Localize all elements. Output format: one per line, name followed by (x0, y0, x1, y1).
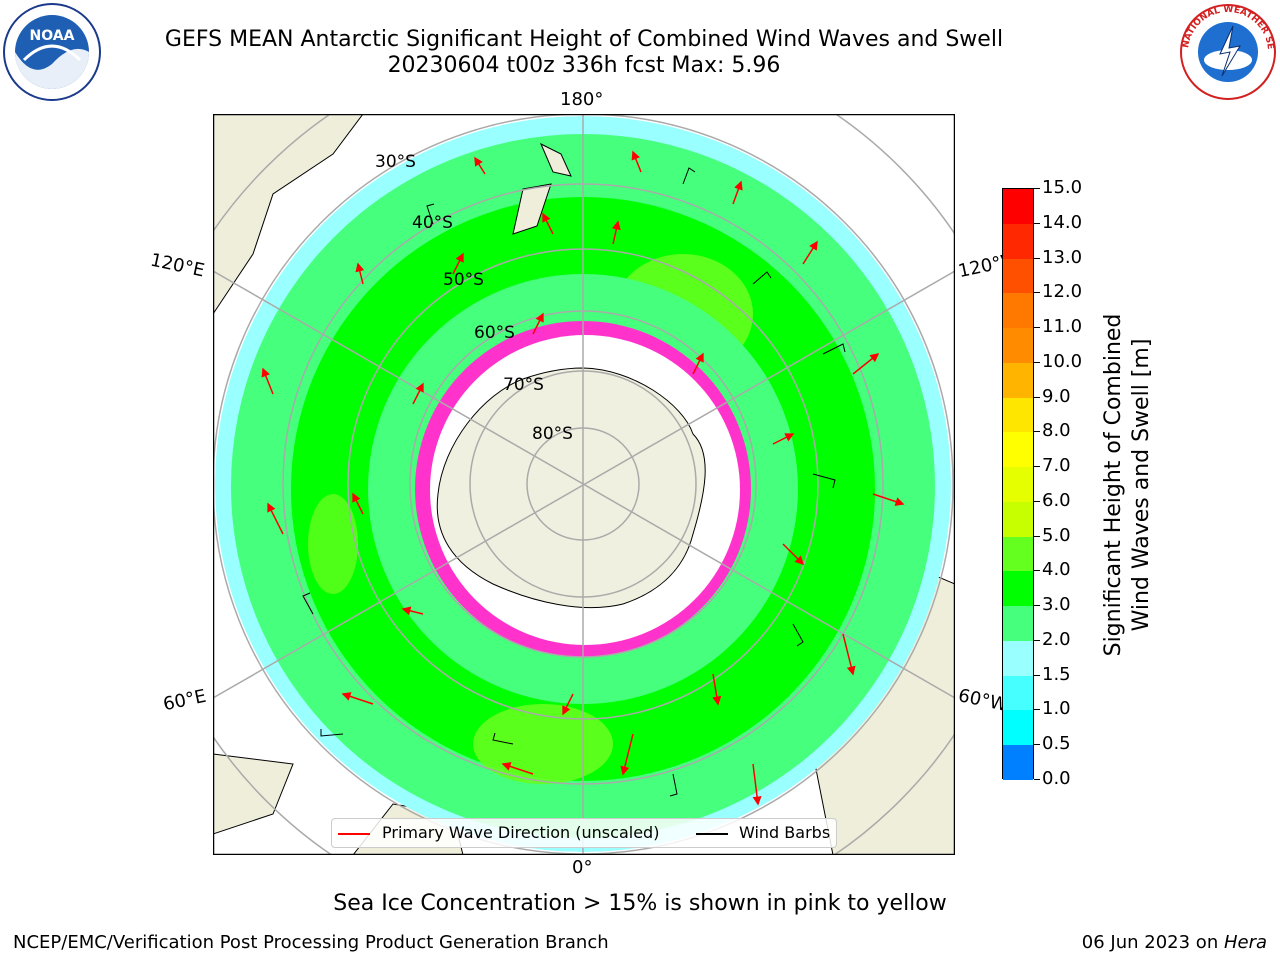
colorbar-tick-label: 0.0 (1042, 768, 1071, 789)
lat-label-60s: 60°S (474, 323, 515, 343)
map-legend: Primary Wave Direction (unscaled) Wind B… (331, 818, 837, 848)
colorbar-tick-mark (1034, 605, 1040, 607)
wave-direction-arrows (261, 150, 905, 806)
footer-host: Hera (1223, 932, 1267, 953)
colorbar-segment (1003, 606, 1033, 641)
lon-label-60e: 60°E (161, 685, 208, 716)
madagascar-landmass (213, 753, 294, 835)
colorbar-tick-label: 2.0 (1042, 628, 1071, 650)
colorbar-tick-label: 3.0 (1042, 594, 1071, 616)
lon-label-0: 0° (572, 857, 593, 878)
colorbar-segment (1003, 745, 1033, 780)
colorbar-tick-mark (1034, 500, 1040, 502)
lat-label-50s: 50°S (443, 270, 484, 290)
colorbar-segment (1003, 432, 1033, 467)
colorbar-tick-mark (1034, 431, 1040, 433)
lon-label-180: 180° (560, 89, 604, 110)
colorbar-tick-label: 6.0 (1042, 489, 1071, 511)
nws-logo: NATIONAL WEATHER SERVICE (1178, 2, 1276, 100)
sea-ice-note: Sea Ice Concentration > 15% is shown in … (333, 891, 947, 916)
colorbar-tick-label: 4.0 (1042, 559, 1071, 581)
chart-subtitle: 20230604 t00z 336h fcst Max: 5.96 (387, 53, 781, 78)
colorbar-segment (1003, 710, 1033, 745)
colorbar-segment (1003, 258, 1033, 294)
colorbar-tick-mark (1034, 779, 1040, 780)
colorbar-tick-mark (1034, 361, 1040, 363)
colorbar-segment (1003, 467, 1033, 502)
colorbar-tick-label: 9.0 (1042, 385, 1071, 407)
colorbar-label-line2: Wind Waves and Swell [m] (1129, 338, 1154, 632)
footer-date-text: 06 Jun 2023 on (1081, 932, 1224, 953)
colorbar-tick-label: 0.5 (1042, 733, 1071, 755)
lat-label-70s: 70°S (503, 375, 544, 395)
australia-landmass (213, 114, 364, 315)
colorbar-tick-label: 11.0 (1042, 316, 1083, 338)
map-frame (213, 114, 955, 855)
colorbar-segment (1003, 189, 1033, 224)
colorbar-label-line1: Significant Height of Combined (1101, 313, 1126, 657)
colorbar-tick-mark (1034, 535, 1040, 537)
colorbar-label: Significant Height of Combined Wind Wave… (1100, 314, 1156, 657)
chart-title: GEFS MEAN Antarctic Significant Height o… (164, 27, 1004, 52)
colorbar-tick-label: 1.0 (1042, 698, 1071, 720)
colorbar-tick-label: 13.0 (1042, 246, 1083, 268)
colorbar-tick-label: 10.0 (1042, 350, 1083, 372)
colorbar-tick-mark (1034, 570, 1040, 572)
colorbar-segment (1003, 397, 1033, 433)
lon-label-120e: 120°E (148, 249, 207, 282)
lat-label-40s: 40°S (412, 213, 453, 233)
footer-credit: NCEP/EMC/Verification Post Processing Pr… (13, 932, 609, 953)
colorbar-tick-mark (1034, 327, 1040, 329)
colorbar-segment (1003, 328, 1033, 363)
colorbar-segment (1003, 223, 1033, 259)
colorbar-tick-label: 8.0 (1042, 420, 1071, 442)
colorbar-tick-label: 5.0 (1042, 524, 1071, 546)
lat-label-80s: 80°S (532, 424, 573, 444)
colorbar-tick-mark (1034, 744, 1040, 746)
legend-barb-swatch (696, 833, 728, 835)
colorbar-tick-label: 14.0 (1042, 211, 1083, 233)
colorbar-tick-mark (1034, 188, 1040, 189)
colorbar-segment (1003, 293, 1033, 328)
noaa-logo: NOAA (3, 3, 101, 101)
colorbar-segment (1003, 536, 1033, 572)
antarctica-landmass (436, 367, 706, 609)
colorbar-segment (1003, 640, 1033, 676)
colorbar-tick-mark (1034, 396, 1040, 398)
wind-barbs (302, 167, 846, 797)
colorbar-segment (1003, 571, 1033, 606)
colorbar-tick-mark (1034, 639, 1040, 641)
colorbar-tick-label: 12.0 (1042, 281, 1083, 303)
new-zealand-landmass (512, 142, 572, 235)
colorbar (1002, 188, 1034, 780)
colorbar-tick-mark (1034, 292, 1040, 294)
polar-map (213, 114, 955, 855)
colorbar-tick-mark (1034, 222, 1040, 224)
colorbar-tick-label: 7.0 (1042, 455, 1071, 477)
colorbar-tick-mark (1034, 674, 1040, 676)
noaa-logo-text: NOAA (30, 28, 75, 44)
colorbar-tick-mark (1034, 257, 1040, 259)
colorbar-tick-mark (1034, 466, 1040, 468)
legend-arrow-label: Primary Wave Direction (unscaled) (382, 823, 660, 842)
colorbar-tick-label: 15.0 (1042, 177, 1083, 198)
colorbar-segment (1003, 501, 1033, 537)
colorbar-tick-mark (1034, 709, 1040, 711)
colorbar-tick-label: 1.5 (1042, 663, 1071, 685)
legend-barb-label: Wind Barbs (739, 823, 831, 842)
footer-date: 06 Jun 2023 on Hera (1082, 932, 1267, 953)
colorbar-segment (1003, 675, 1033, 711)
colorbar-segment (1003, 362, 1033, 398)
lat-label-30s: 30°S (375, 152, 416, 172)
legend-arrow-swatch (338, 833, 370, 835)
